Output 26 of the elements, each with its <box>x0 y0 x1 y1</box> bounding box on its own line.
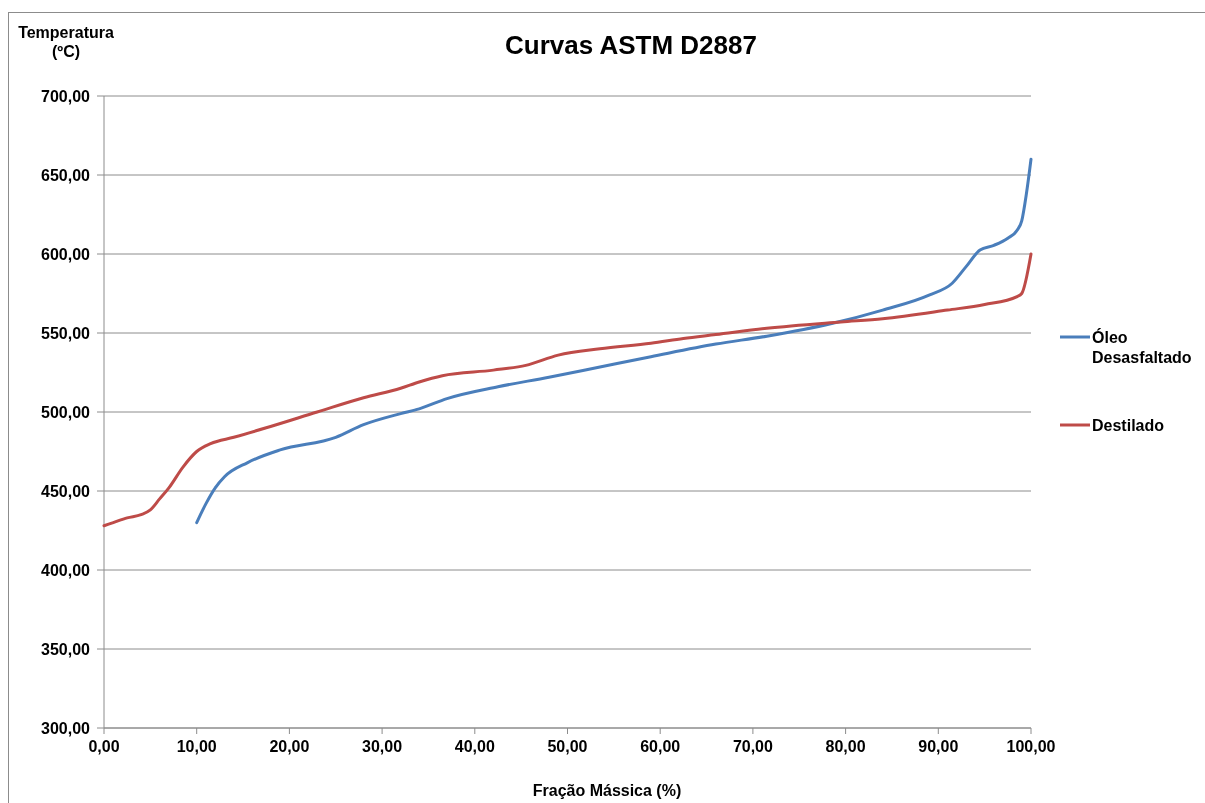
y-tick-label: 650,00 <box>41 166 91 184</box>
x-tick-label: 50,00 <box>547 737 588 755</box>
y-tick-label: 500,00 <box>41 403 91 421</box>
y-axis-title: Temperatura (ºC) <box>18 23 114 60</box>
legend-label: Óleo Desasfaltado <box>1092 327 1192 366</box>
x-tick-label: 60,00 <box>640 737 681 755</box>
y-tick-label: 700,00 <box>41 87 91 105</box>
chart-title: Curvas ASTM D2887 <box>505 30 757 60</box>
y-tick-label: 400,00 <box>41 561 91 579</box>
x-tick-label: 70,00 <box>732 737 774 755</box>
x-tick-label: 10,00 <box>176 737 217 755</box>
x-tick-label: 20,00 <box>269 737 310 755</box>
line-series <box>195 157 1033 525</box>
x-tick-label: 80,00 <box>825 737 866 755</box>
x-tick-label: 30,00 <box>362 737 403 755</box>
y-tick-label: 450,00 <box>41 482 91 500</box>
y-tick-label: 300,00 <box>41 719 91 737</box>
x-tick-label: 40,00 <box>454 737 495 755</box>
y-tick-label: 550,00 <box>41 324 91 342</box>
x-axis-title: Fração Mássica (%) <box>532 781 682 799</box>
x-tick-label: 0,00 <box>88 737 120 755</box>
x-tick-label: 90,00 <box>918 737 959 755</box>
y-tick-label: 350,00 <box>41 640 91 658</box>
x-tick-label: 100,00 <box>1006 737 1056 755</box>
legend-label: Destilado <box>1092 416 1165 434</box>
y-tick-label: 600,00 <box>41 245 91 263</box>
